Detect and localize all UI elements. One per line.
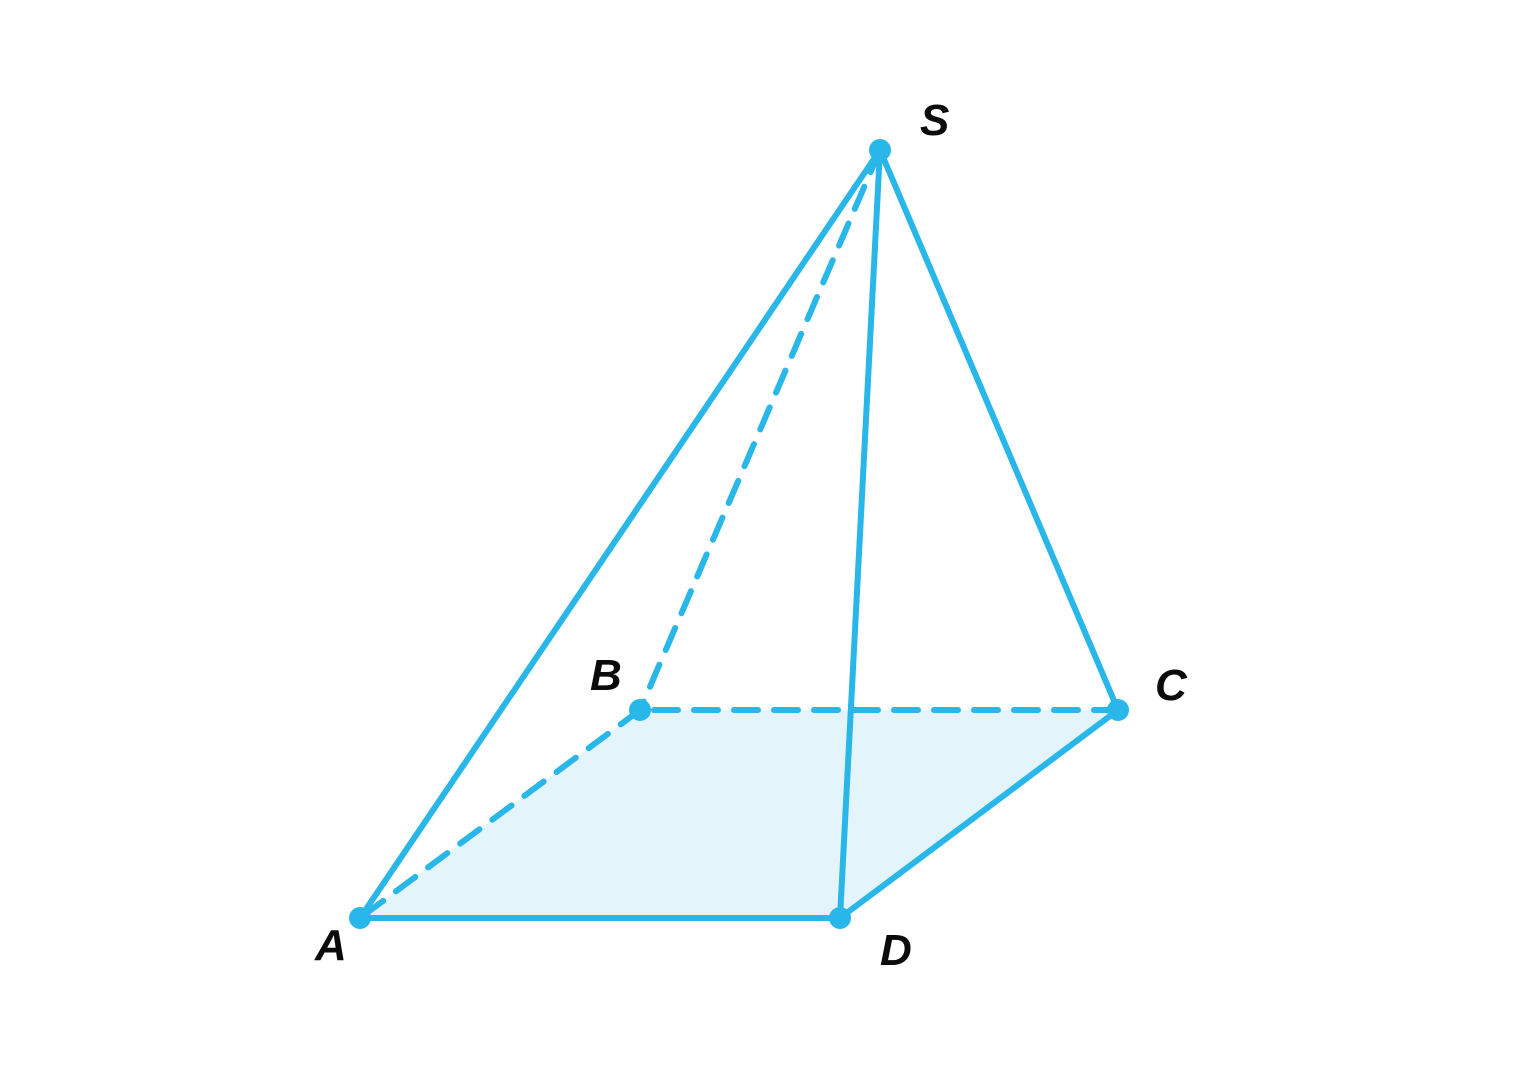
vertex-label-B: B xyxy=(590,651,622,700)
pyramid-diagram: A B C D S xyxy=(0,0,1536,1089)
vertex-D xyxy=(829,907,851,929)
vertex-B xyxy=(629,699,651,721)
vertex-label-C: C xyxy=(1155,661,1188,710)
vertex-label-S: S xyxy=(920,96,949,145)
vertex-label-A: A xyxy=(314,921,347,970)
vertex-label-D: D xyxy=(880,926,912,975)
vertex-C xyxy=(1107,699,1129,721)
vertex-S xyxy=(869,139,891,161)
diagram-background xyxy=(0,0,1536,1089)
vertex-A xyxy=(349,907,371,929)
